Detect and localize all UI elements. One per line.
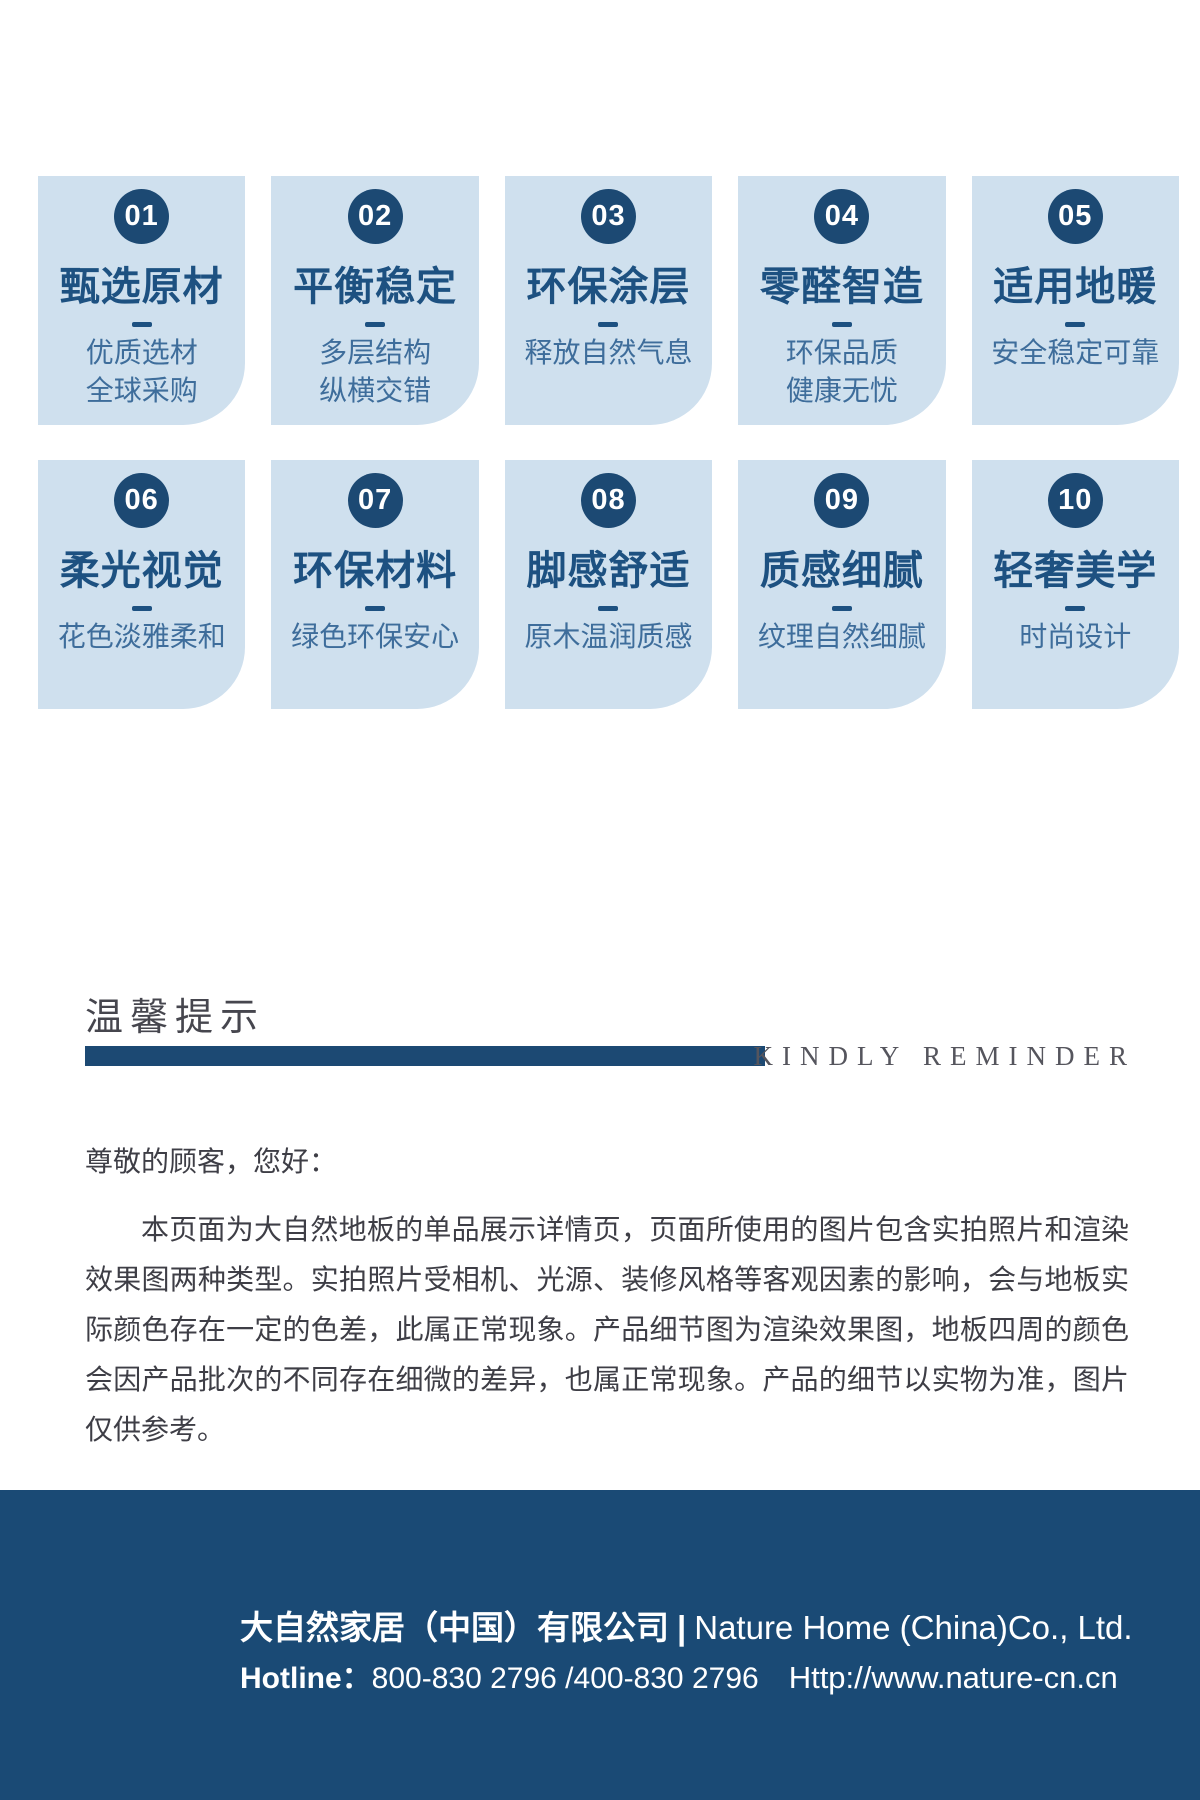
feature-number-badge: 03: [580, 189, 636, 244]
footer-hotline-label: Hotline：: [240, 1662, 372, 1695]
dash-divider: [598, 322, 619, 327]
feature-subtitle: 安全稳定可靠: [991, 334, 1159, 372]
feature-subtitle: 释放自然气息: [524, 334, 692, 372]
footer-hotline-numbers: 800-830 2796 /400-830 2796: [371, 1662, 759, 1695]
feature-card-04: 04 零醛智造 环保品质 健康无忧: [738, 176, 946, 425]
footer-company-line: 大自然家居（中国）有限公司 | Nature Home (China)Co., Lt…: [240, 1606, 1200, 1650]
dash-divider: [831, 606, 852, 611]
feature-title: 甄选原材: [59, 265, 224, 309]
feature-subtitle: 花色淡雅柔和: [58, 618, 226, 656]
feature-number-badge: 05: [1047, 189, 1103, 244]
notice-paragraph: 本页面为大自然地板的单品展示详情页，页面所使用的图片包含实拍照片和渲染效果图两种…: [85, 1214, 1129, 1445]
feature-number-badge: 09: [814, 473, 870, 528]
footer-separator: |: [677, 1609, 687, 1646]
feature-subtitle: 原木温润质感: [524, 618, 692, 656]
footer-website-link[interactable]: Http://www.nature-cn.cn: [788, 1660, 1118, 1695]
feature-subtitle-line: 释放自然气息: [524, 337, 693, 368]
feature-title: 脚感舒适: [526, 549, 691, 593]
footer-contact-line: Hotline：800-830 2796 /400-830 2796 Http:/…: [240, 1658, 1200, 1699]
feature-subtitle: 纹理自然细腻: [758, 618, 926, 656]
feature-number-badge: 07: [347, 473, 403, 528]
feature-subtitle-line: 多层结构: [319, 337, 432, 368]
dash-divider: [598, 606, 619, 611]
feature-card-03: 03 环保涂层 释放自然气息: [504, 176, 713, 425]
feature-subtitle-line: 环保品质: [785, 337, 898, 368]
feature-subtitle-line: 健康无忧: [785, 375, 898, 406]
feature-subtitle: 时尚设计: [1019, 618, 1131, 656]
feature-subtitle-line: 安全稳定可靠: [991, 337, 1160, 368]
footer: 大自然家居（中国）有限公司 | Nature Home (China)Co., Lt…: [0, 1490, 1200, 1800]
reminder-section-title: 温馨提示: [85, 997, 266, 1039]
feature-title: 轻奢美学: [993, 549, 1158, 593]
reminder-accent-bar: [85, 1046, 765, 1066]
feature-subtitle-line: 原木温润质感: [524, 621, 693, 652]
feature-card-01: 01 甄选原材 优质选材 全球采购: [38, 176, 246, 425]
feature-number-badge: 10: [1047, 473, 1103, 528]
feature-subtitle-line: 纹理自然细腻: [757, 621, 926, 652]
dash-divider: [131, 606, 152, 611]
feature-number-badge: 08: [580, 473, 636, 528]
feature-subtitle: 绿色环保安心: [291, 618, 459, 656]
feature-card-05: 05 适用地暖 安全稳定可靠: [971, 176, 1179, 425]
feature-subtitle-line: 优质选材: [85, 337, 198, 368]
dash-divider: [1065, 322, 1086, 327]
feature-title: 柔光视觉: [59, 549, 224, 593]
dash-divider: [1065, 606, 1086, 611]
feature-number-badge: 01: [114, 189, 170, 244]
feature-subtitle: 优质选材 全球采购: [86, 334, 198, 410]
feature-title: 环保材料: [293, 549, 458, 593]
feature-number-badge: 06: [114, 473, 170, 528]
feature-subtitle-line: 绿色环保安心: [291, 621, 460, 652]
feature-title: 适用地暖: [993, 265, 1158, 309]
dash-divider: [365, 606, 386, 611]
feature-card-06: 06 柔光视觉 花色淡雅柔和: [38, 460, 246, 709]
feature-number-badge: 02: [347, 189, 403, 244]
footer-content: 大自然家居（中国）有限公司 | Nature Home (China)Co., Lt…: [240, 1606, 1200, 1699]
dash-divider: [365, 322, 386, 327]
feature-card-07: 07 环保材料 绿色环保安心: [271, 460, 479, 709]
feature-subtitle-line: 全球采购: [85, 375, 198, 406]
feature-title: 质感细腻: [759, 549, 924, 593]
feature-title: 环保涂层: [526, 265, 691, 309]
feature-title: 零醛智造: [759, 265, 924, 309]
footer-company-cn: 大自然家居（中国）有限公司: [240, 1609, 669, 1646]
reminder-section-title-en: KINDLY REMINDER: [753, 1041, 1136, 1071]
feature-card-08: 08 脚感舒适 原木温润质感: [504, 460, 713, 709]
feature-cards-grid: 01 甄选原材 优质选材 全球采购 02 平衡稳定 多层结构 纵横交错 03 环…: [38, 176, 1179, 709]
footer-company-en: Nature Home (China)Co., Ltd.: [694, 1609, 1133, 1646]
feature-subtitle: 环保品质 健康无忧: [786, 334, 898, 410]
feature-card-10: 10 轻奢美学 时尚设计: [971, 460, 1179, 709]
feature-subtitle-line: 时尚设计: [1019, 621, 1132, 652]
feature-subtitle: 多层结构 纵横交错: [319, 334, 431, 410]
dash-divider: [831, 322, 852, 327]
feature-subtitle-line: 花色淡雅柔和: [57, 621, 226, 652]
customer-greeting: 尊敬的顾客，您好：: [85, 1146, 338, 1177]
feature-card-09: 09 质感细腻 纹理自然细腻: [738, 460, 946, 709]
feature-title: 平衡稳定: [293, 265, 458, 309]
feature-subtitle-line: 纵横交错: [319, 375, 432, 406]
dash-divider: [131, 322, 152, 327]
feature-number-badge: 04: [814, 189, 870, 244]
feature-card-02: 02 平衡稳定 多层结构 纵横交错: [271, 176, 479, 425]
